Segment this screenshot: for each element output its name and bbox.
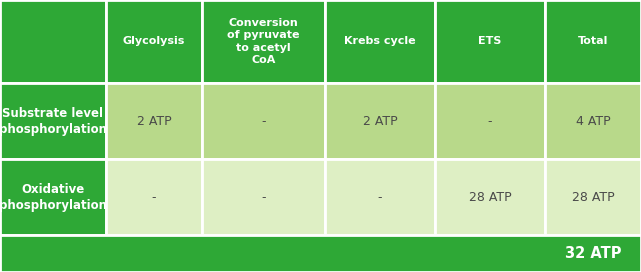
Bar	[106, 0, 202, 83]
Text: -: -	[262, 191, 266, 204]
Bar	[545, 159, 641, 235]
Text: 28 ATP: 28 ATP	[469, 191, 511, 204]
Text: -: -	[488, 115, 492, 128]
Bar	[0, 83, 106, 159]
Bar	[202, 159, 325, 235]
Bar	[106, 159, 202, 235]
Bar	[0, 0, 106, 83]
Text: Krebs cycle: Krebs cycle	[344, 36, 416, 47]
Bar	[0, 159, 106, 235]
Bar	[325, 83, 435, 159]
Bar	[435, 0, 545, 83]
Bar	[545, 83, 641, 159]
Bar	[325, 0, 435, 83]
Text: 32 ATP: 32 ATP	[565, 246, 621, 261]
Bar	[106, 83, 202, 159]
Bar	[202, 83, 325, 159]
Text: Oxidative
phosphorylation: Oxidative phosphorylation	[0, 183, 107, 212]
Bar	[0, 235, 641, 272]
Text: -: -	[262, 115, 266, 128]
Bar	[202, 0, 325, 83]
Text: ETS: ETS	[478, 36, 501, 47]
Text: -: -	[378, 191, 382, 204]
Text: 28 ATP: 28 ATP	[572, 191, 614, 204]
Text: 4 ATP: 4 ATP	[576, 115, 610, 128]
Text: -: -	[152, 191, 156, 204]
Text: Glycolysis: Glycolysis	[122, 36, 185, 47]
Bar	[435, 159, 545, 235]
Text: 2 ATP: 2 ATP	[363, 115, 397, 128]
Bar	[545, 0, 641, 83]
Text: Substrate level
phosphorylation: Substrate level phosphorylation	[0, 107, 107, 135]
Text: Total: Total	[578, 36, 608, 47]
Text: 2 ATP: 2 ATP	[137, 115, 171, 128]
Bar	[435, 83, 545, 159]
Bar	[325, 159, 435, 235]
Text: Conversion
of pyruvate
to acetyl
CoA: Conversion of pyruvate to acetyl CoA	[228, 18, 300, 65]
